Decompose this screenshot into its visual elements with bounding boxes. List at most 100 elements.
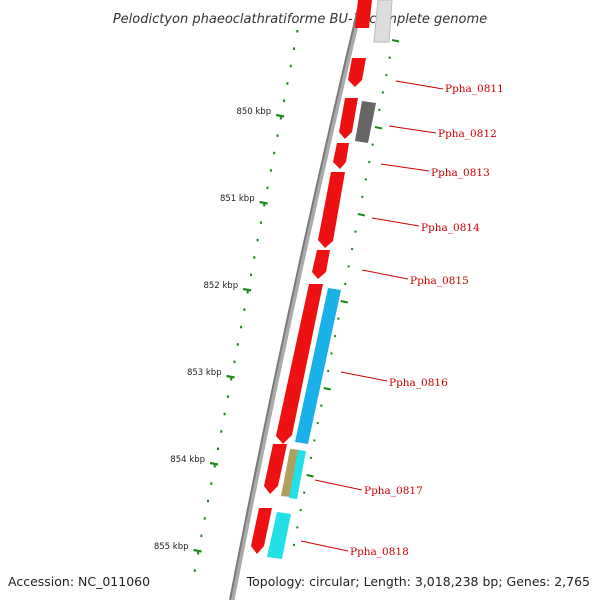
gene-ppha-0818-cyan[interactable]: [267, 512, 291, 559]
inner-scale-tick: [350, 247, 354, 251]
gene-label[interactable]: Ppha_0816: [389, 377, 448, 389]
scale-dot: [250, 273, 252, 277]
scale-dot: [233, 360, 236, 364]
kbp-tick-mark: [226, 374, 235, 379]
inner-scale-tick: [292, 543, 296, 547]
scale-dot: [226, 395, 229, 398]
inner-scale-tick: [326, 369, 330, 373]
scale-dot: [276, 134, 279, 137]
inner-scale-tick: [299, 508, 302, 512]
gene-label[interactable]: Ppha_0817: [364, 485, 423, 497]
gene-ppha-0816[interactable]: [276, 284, 323, 444]
inner-scale-tick: [296, 526, 299, 529]
inner-scale-tick: [361, 195, 364, 199]
scale-dot: [213, 465, 216, 468]
inner-scale-tick: [381, 91, 385, 94]
gene-red-top[interactable]: [355, 0, 372, 28]
gene-ppha-0812[interactable]: [339, 98, 358, 139]
kbp-label: 855 kbp: [154, 542, 189, 552]
kbp-tick-mark: [259, 200, 268, 205]
gene-ppha-0817-olive[interactable]: [281, 449, 300, 497]
scale-dot: [259, 221, 262, 224]
scale-dot: [217, 447, 219, 451]
inner-scale-tick: [306, 474, 314, 478]
scale-dot: [269, 169, 272, 172]
inner-scale-tick: [323, 387, 331, 391]
gene-leader-line: [388, 125, 437, 134]
inner-scale-tick: [309, 456, 313, 460]
gene-label[interactable]: Ppha_0811: [445, 83, 504, 95]
gene-leader-line: [361, 269, 409, 280]
outer-scale-ticks: [193, 30, 299, 572]
inner-scale-tick: [357, 213, 366, 217]
kbp-label: 850 kbp: [236, 107, 271, 117]
scale-dot: [193, 569, 196, 572]
inner-scale-tick: [374, 126, 383, 130]
inner-scale-tick: [354, 230, 357, 233]
kbp-label: 852 kbp: [203, 281, 238, 291]
gene-light-gray[interactable]: [373, 0, 393, 43]
gene-label[interactable]: Ppha_0815: [410, 275, 469, 287]
scale-dot: [283, 99, 286, 103]
gene-leader-line: [300, 540, 349, 552]
scale-dot: [266, 186, 269, 190]
inner-scale-tick: [371, 143, 374, 146]
inner-scale-tick: [340, 300, 349, 304]
kbp-tick-mark: [209, 461, 219, 466]
gene-labels: Ppha_0811 Ppha_0812 Ppha_0813 Ppha_0814 Ppha…: [300, 80, 504, 558]
gene-ppha-0815[interactable]: [312, 250, 330, 279]
scale-dot: [200, 534, 203, 538]
inner-scale-tick: [391, 39, 400, 43]
scale-dot: [296, 30, 299, 33]
scale-dot: [273, 151, 276, 155]
gene-leader-line: [371, 217, 420, 227]
inner-scale-tick: [385, 73, 388, 77]
scale-dot: [289, 64, 292, 68]
kbp-labels: 850 kbp 851 kbp 852 kbp 853 kbp 854 kbp 855 k…: [154, 107, 271, 552]
gene-ppha-0817-cyan[interactable]: [289, 450, 306, 499]
kbp-tick-mark: [242, 287, 252, 292]
scale-dot: [220, 430, 223, 433]
gene-ppha-0816-blue[interactable]: [295, 288, 341, 444]
gene-label[interactable]: Ppha_0818: [350, 546, 409, 558]
genome-summary-text: Topology: circular; Length: 3,018,238 bp…: [246, 574, 590, 589]
inner-scale-tick: [320, 404, 323, 407]
inner-scale-tick: [343, 282, 347, 286]
gene-ppha-0817[interactable]: [264, 444, 287, 494]
inner-scale-tick: [313, 439, 316, 442]
gene-ppha-0814[interactable]: [318, 172, 345, 248]
inner-scale-tick: [347, 265, 350, 268]
scale-dot: [253, 256, 256, 259]
gene-leader-line: [340, 371, 388, 382]
scale-dot: [263, 204, 266, 207]
scale-dot: [197, 552, 200, 555]
inner-scale-tick: [364, 178, 368, 181]
gene-ppha-0812-gray[interactable]: [355, 101, 376, 143]
gene-label[interactable]: Ppha_0813: [431, 167, 490, 179]
inner-scale-tick: [388, 56, 391, 59]
gene-ppha-0811[interactable]: [348, 58, 366, 87]
scale-dot: [236, 343, 239, 346]
inner-scale-tick: [378, 108, 381, 112]
gene-label[interactable]: Ppha_0812: [438, 128, 497, 140]
gene-ppha-0813[interactable]: [333, 143, 349, 169]
genome-title: Pelodictyon phaeoclathratiforme BU-1, co…: [113, 12, 487, 27]
gene-leader-line: [380, 163, 430, 172]
inner-scale-tick: [333, 334, 337, 338]
inner-scale-tick: [330, 352, 333, 355]
accession-text: Accession: NC_011060: [8, 574, 150, 589]
inner-scale-tick: [302, 491, 306, 494]
gene-label[interactable]: Ppha_0814: [421, 222, 480, 234]
scale-dot: [230, 378, 233, 381]
gene-leader-line: [395, 80, 444, 90]
scale-dot: [240, 325, 243, 329]
gene-ppha-0818[interactable]: [251, 508, 272, 554]
genome-backbone: [229, 0, 365, 600]
scale-dot: [293, 47, 295, 50]
inner-scale-ticks: [292, 39, 400, 547]
kbp-label: 854 kbp: [170, 455, 205, 465]
kbp-tick-mark: [193, 548, 202, 553]
inner-scale-tick: [337, 317, 340, 320]
inner-scale-tick: [367, 160, 371, 164]
